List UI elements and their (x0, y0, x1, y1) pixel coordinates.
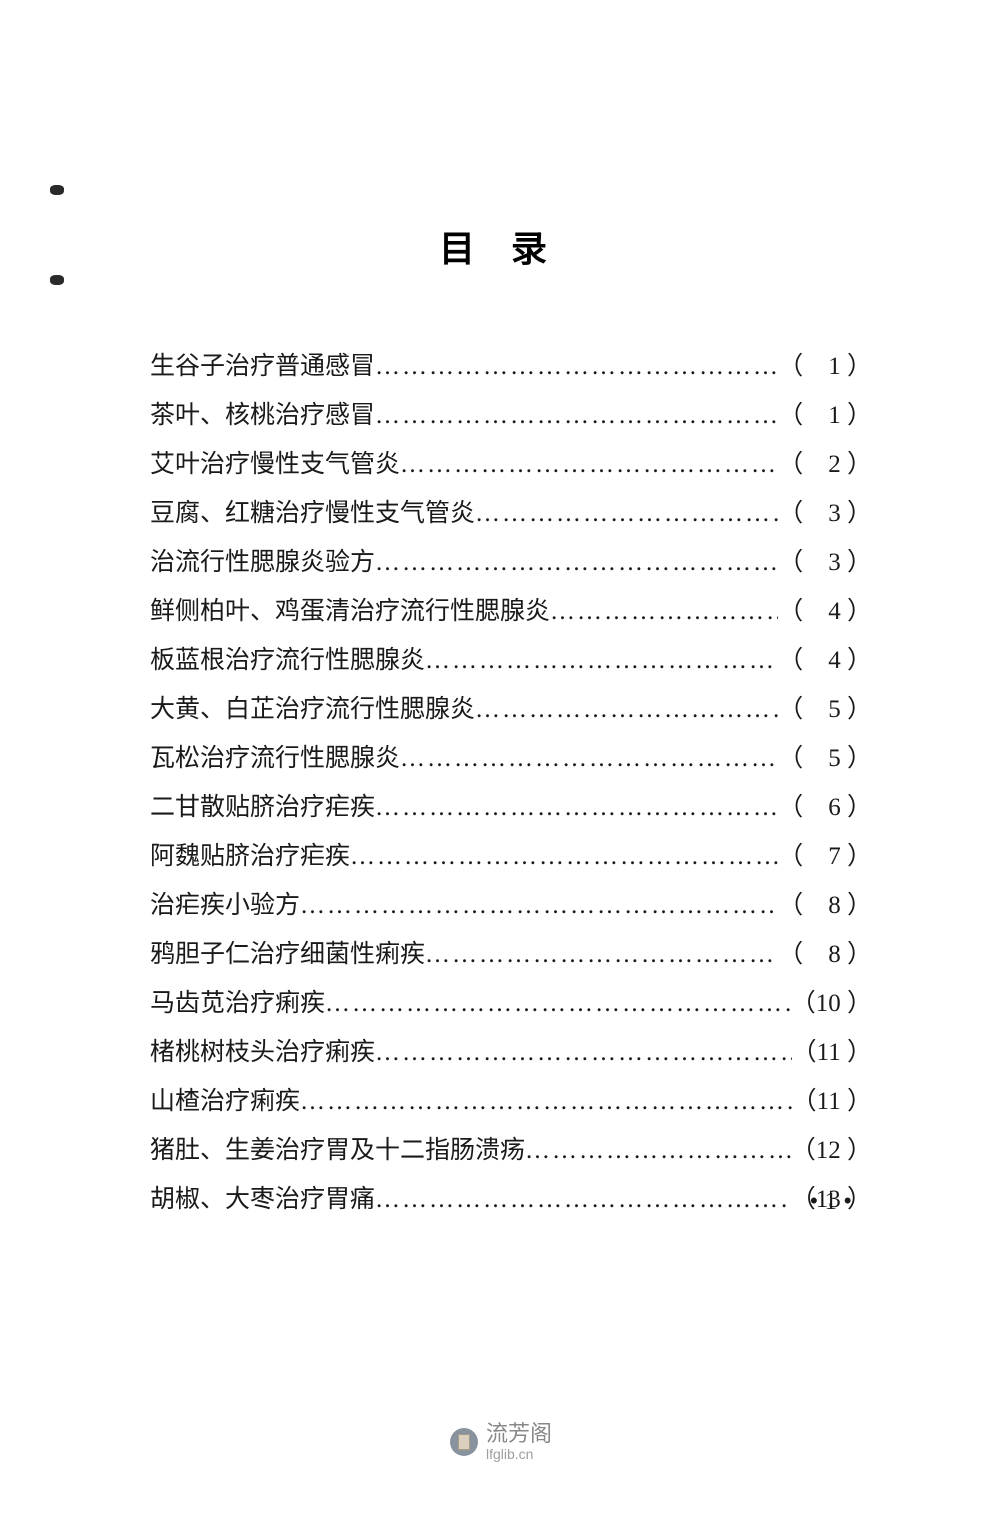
toc-entry-page: （ 1 ） (778, 342, 872, 391)
toc-leader-dots: ……………………………………………………………………………… (375, 342, 778, 391)
book-icon (458, 1434, 470, 1450)
watermark-logo-icon (450, 1428, 478, 1456)
toc-entry: 楮桃树枝头治疗痢疾………………………………………………………………………………（… (150, 1028, 872, 1077)
toc-entry-title: 胡椒、大枣治疗胃痛 (150, 1175, 375, 1224)
toc-entry: 山楂治疗痢疾………………………………………………………………………………（11 … (150, 1077, 872, 1126)
toc-entry-title: 瓦松治疗流行性腮腺炎 (150, 734, 400, 783)
scan-artifact (50, 275, 64, 285)
toc-leader-dots: ……………………………………………………………………………… (400, 734, 778, 783)
toc-leader-dots: ……………………………………………………………………………… (475, 489, 778, 538)
toc-entry-page: （ 2 ） (778, 440, 872, 489)
toc-entry: 胡椒、大枣治疗胃痛………………………………………………………………………………（… (150, 1175, 872, 1224)
toc-entry-page: （ 4 ） (778, 636, 872, 685)
toc-leader-dots: ……………………………………………………………………………… (375, 1028, 792, 1077)
toc-leader-dots: ……………………………………………………………………………… (375, 538, 778, 587)
toc-entry-page: （ 3 ） (778, 489, 872, 538)
toc-entry: 治疟疾小验方………………………………………………………………………………（ 8 … (150, 881, 872, 930)
toc-title: 目录 (150, 220, 872, 272)
toc-leader-dots: ……………………………………………………………………………… (375, 1175, 791, 1224)
toc-entry-title: 鲜侧柏叶、鸡蛋清治疗流行性腮腺炎 (150, 587, 550, 636)
toc-entry-title: 豆腐、红糖治疗慢性支气管炎 (150, 489, 475, 538)
page-number-value: 1 (824, 1188, 837, 1215)
toc-entry-page: （10 ） (791, 979, 872, 1028)
toc-leader-dots: ……………………………………………………………………………… (425, 930, 778, 979)
toc-entry: 二甘散贴脐治疗疟疾………………………………………………………………………………（… (150, 783, 872, 832)
toc-entry: 艾叶治疗慢性支气管炎………………………………………………………………………………… (150, 440, 872, 489)
scan-artifact (50, 185, 64, 195)
toc-entry: 马齿苋治疗痢疾………………………………………………………………………………（10… (150, 979, 872, 1028)
toc-entry: 瓦松治疗流行性腮腺炎………………………………………………………………………………… (150, 734, 872, 783)
toc-entry-title: 阿魏贴脐治疗疟疾 (150, 832, 350, 881)
toc-entry-title: 楮桃树枝头治疗痢疾 (150, 1028, 375, 1077)
toc-entry: 治流行性腮腺炎验方………………………………………………………………………………（… (150, 538, 872, 587)
toc-entry: 猪肚、生姜治疗胃及十二指肠溃疡…………………………………………………………………… (150, 1126, 872, 1175)
toc-entry-page: （ 4 ） (778, 587, 872, 636)
toc-leader-dots: ……………………………………………………………………………… (550, 587, 778, 636)
toc-leader-dots: ……………………………………………………………………………… (350, 832, 778, 881)
toc-entry-title: 山楂治疗痢疾 (150, 1077, 300, 1126)
toc-entry-page: （ 3 ） (778, 538, 872, 587)
toc-entry: 鸦胆子仁治疗细菌性痢疾……………………………………………………………………………… (150, 930, 872, 979)
toc-leader-dots: ……………………………………………………………………………… (300, 881, 778, 930)
toc-leader-dots: ……………………………………………………………………………… (300, 1077, 792, 1126)
watermark-url: lfglib.cn (486, 1447, 552, 1461)
toc-entry-title: 艾叶治疗慢性支气管炎 (150, 440, 400, 489)
toc-entry-title: 治流行性腮腺炎验方 (150, 538, 375, 587)
toc-entry-page: （ 8 ） (778, 930, 872, 979)
toc-entry-page: （ 1 ） (778, 391, 872, 440)
toc-entry-title: 治疟疾小验方 (150, 881, 300, 930)
toc-entry-page: （ 8 ） (778, 881, 872, 930)
toc-entry: 大黄、白芷治疗流行性腮腺炎………………………………………………………………………… (150, 685, 872, 734)
toc-leader-dots: ……………………………………………………………………………… (375, 391, 778, 440)
toc-entry: 茶叶、核桃治疗感冒………………………………………………………………………………（… (150, 391, 872, 440)
toc-entry-title: 猪肚、生姜治疗胃及十二指肠溃疡 (150, 1126, 525, 1175)
toc-entry: 豆腐、红糖治疗慢性支气管炎………………………………………………………………………… (150, 489, 872, 538)
toc-entry: 阿魏贴脐治疗疟疾………………………………………………………………………………（ … (150, 832, 872, 881)
toc-entry-title: 鸦胆子仁治疗细菌性痢疾 (150, 930, 425, 979)
toc-entry: 板蓝根治疗流行性腮腺炎……………………………………………………………………………… (150, 636, 872, 685)
toc-list: 生谷子治疗普通感冒………………………………………………………………………………（… (150, 342, 872, 1224)
watermark-name: 流芳阁 (486, 1423, 552, 1445)
toc-entry: 生谷子治疗普通感冒………………………………………………………………………………（… (150, 342, 872, 391)
toc-entry-title: 马齿苋治疗痢疾 (150, 979, 325, 1028)
toc-leader-dots: ……………………………………………………………………………… (425, 636, 778, 685)
toc-entry-title: 生谷子治疗普通感冒 (150, 342, 375, 391)
toc-entry-page: （ 5 ） (778, 685, 872, 734)
toc-entry-page: （ 6 ） (778, 783, 872, 832)
toc-entry-title: 板蓝根治疗流行性腮腺炎 (150, 636, 425, 685)
toc-entry: 鲜侧柏叶、鸡蛋清治疗流行性腮腺炎………………………………………………………………… (150, 587, 872, 636)
watermark-text-block: 流芳阁 lfglib.cn (486, 1423, 552, 1461)
page-container: 目录 生谷子治疗普通感冒…………………………………………………………………………… (0, 0, 1002, 1521)
toc-leader-dots: ……………………………………………………………………………… (325, 979, 791, 1028)
toc-leader-dots: ……………………………………………………………………………… (475, 685, 778, 734)
toc-leader-dots: ……………………………………………………………………………… (400, 440, 778, 489)
toc-leader-dots: ……………………………………………………………………………… (525, 1126, 791, 1175)
toc-leader-dots: ……………………………………………………………………………… (375, 783, 778, 832)
toc-entry-title: 大黄、白芷治疗流行性腮腺炎 (150, 685, 475, 734)
page-number-prefix: • (809, 1188, 824, 1215)
toc-entry-page: （ 7 ） (778, 832, 872, 881)
toc-entry-page: （11 ） (792, 1028, 872, 1077)
page-number: • 1 • (809, 1188, 852, 1216)
toc-entry-page: （12 ） (791, 1126, 872, 1175)
toc-entry-title: 茶叶、核桃治疗感冒 (150, 391, 375, 440)
toc-entry-page: （11 ） (792, 1077, 872, 1126)
toc-entry-title: 二甘散贴脐治疗疟疾 (150, 783, 375, 832)
toc-entry-page: （ 5 ） (778, 734, 872, 783)
watermark: 流芳阁 lfglib.cn (450, 1423, 552, 1461)
page-number-suffix: • (837, 1188, 852, 1215)
